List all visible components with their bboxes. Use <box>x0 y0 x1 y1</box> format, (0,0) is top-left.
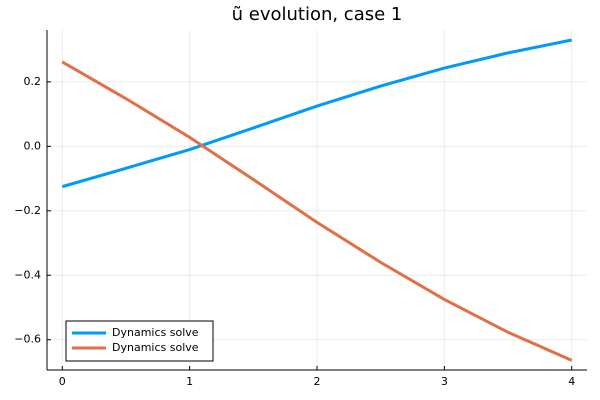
x-tick-label: 4 <box>568 375 575 388</box>
y-tick-label: −0.2 <box>14 204 41 217</box>
legend-box <box>65 320 214 362</box>
y-tick-label: −0.4 <box>14 268 41 281</box>
x-tick-label: 1 <box>186 375 193 388</box>
legend-label: Dynamics solve <box>112 341 199 354</box>
chart-title: ũ evolution, case 1 <box>232 4 403 25</box>
y-tick-label: 0.0 <box>24 139 42 152</box>
line-series <box>61 38 573 189</box>
x-tick-label: 0 <box>59 375 66 388</box>
line-series <box>61 60 573 362</box>
y-tick-label: 0.2 <box>24 75 42 88</box>
x-tick-label: 2 <box>314 375 321 388</box>
legend-label: Dynamics solve <box>112 326 199 339</box>
y-tick-label: −0.6 <box>14 333 41 346</box>
x-tick-label: 3 <box>441 375 448 388</box>
